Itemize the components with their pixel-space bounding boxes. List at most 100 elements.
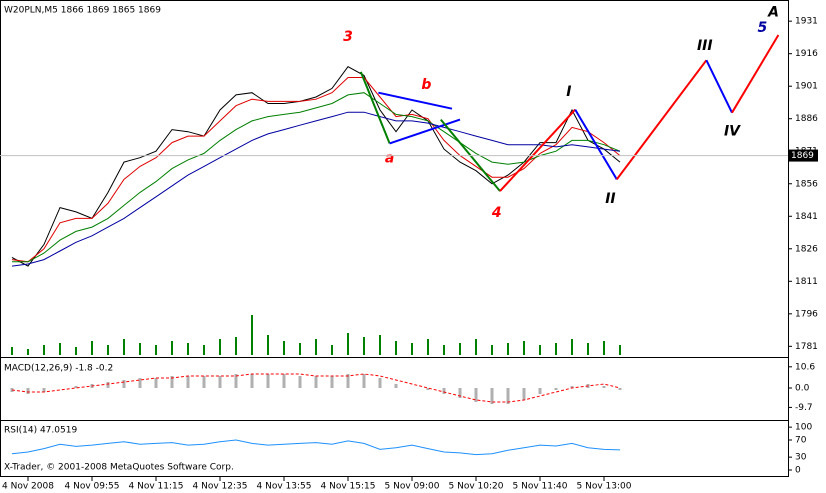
volume-bar — [155, 345, 157, 355]
volume-bar — [283, 341, 285, 355]
volume-bar — [379, 335, 381, 355]
histogram-bar — [522, 388, 526, 400]
histogram-bar — [186, 376, 190, 388]
wave-label: 3 — [343, 29, 353, 45]
x-tick-label: 5 Nov 13:00 — [577, 482, 632, 492]
histogram-bar — [538, 388, 542, 394]
y-tick-label: 1796 — [795, 309, 818, 319]
x-tick-label: 4 Nov 12:35 — [193, 482, 248, 492]
wave-label: I — [566, 84, 571, 100]
histogram-bar — [250, 374, 254, 388]
volume-bar — [571, 339, 573, 355]
chart-title: W20PLN,M5 1866 1869 1865 1869 — [4, 6, 161, 16]
wave-line — [378, 91, 453, 110]
x-tick-label: 5 Nov 11:40 — [513, 482, 568, 492]
volume-bar — [443, 345, 445, 355]
x-tick-label: 4 Nov 11:15 — [129, 482, 184, 492]
y-tick-label: 1931 — [795, 17, 818, 27]
histogram-bar — [570, 386, 574, 388]
histogram-bar — [154, 378, 158, 388]
volume-bar — [347, 333, 349, 355]
chart-frame — [0, 0, 789, 477]
volume-bar — [235, 337, 237, 355]
volume-bar — [171, 341, 173, 355]
series-line — [11, 439, 621, 456]
y-tick-label: 10.6 — [795, 362, 815, 372]
volume-bar — [251, 315, 253, 355]
histogram-bar — [106, 382, 110, 388]
volume-bar — [107, 345, 109, 355]
x-tick-label: 5 Nov 09:00 — [385, 482, 440, 492]
wave-label: IV — [724, 124, 741, 140]
histogram-bar — [394, 384, 398, 388]
volume-bar — [603, 341, 605, 355]
histogram-bar — [458, 388, 462, 398]
histogram-bar — [362, 374, 366, 388]
y-tick-label: 1826 — [795, 244, 818, 254]
wave-line — [499, 108, 576, 192]
histogram-bar — [138, 378, 142, 388]
y-tick-label: 1781 — [795, 342, 818, 352]
volume-bar — [363, 337, 365, 355]
volume-bar — [203, 345, 205, 355]
volume-bar — [331, 345, 333, 355]
y-tick-label: 1901 — [795, 82, 818, 92]
wave-line — [705, 59, 733, 114]
histogram-bar — [42, 388, 46, 392]
histogram-bar — [74, 386, 78, 388]
wave-line — [574, 109, 618, 180]
y-tick-label: 30 — [795, 453, 807, 463]
volume-bar — [475, 339, 477, 355]
x-tick-label: 4 Nov 09:55 — [65, 482, 120, 492]
histogram-bar — [26, 388, 30, 394]
histogram-bar — [442, 388, 446, 394]
histogram-bar — [218, 376, 222, 388]
y-tick-label: 1916 — [795, 49, 818, 59]
x-tick-label: 4 Nov 13:55 — [257, 482, 312, 492]
wave-label: 5 — [758, 20, 768, 36]
volume-bar — [411, 343, 413, 355]
macd-title: MACD(12,26,9) -1.8 -0.2 — [4, 364, 113, 374]
y-tick-label: 1841 — [795, 212, 818, 222]
histogram-bar — [298, 376, 302, 388]
x-tick-label: 4 Nov 15:15 — [321, 482, 376, 492]
wave-label: II — [605, 191, 615, 207]
series-line — [11, 373, 621, 403]
y-tick-label: 100 — [795, 423, 812, 433]
histogram-bar — [474, 388, 478, 402]
wave-line — [359, 71, 391, 144]
y-tick-label: 0 — [795, 466, 801, 476]
series-line — [11, 66, 621, 267]
histogram-bar — [122, 380, 126, 388]
volume-bar — [59, 343, 61, 355]
histogram-bar — [170, 376, 174, 388]
footer: X-Trader, © 2001-2008 MetaQuotes Softwar… — [4, 463, 234, 473]
volume-bar — [427, 339, 429, 355]
last-price-box — [788, 149, 818, 162]
histogram-bar — [602, 386, 606, 388]
histogram-bar — [346, 374, 350, 388]
volume-bar — [123, 339, 125, 355]
histogram-bar — [506, 388, 510, 404]
y-tick-label: 1856 — [795, 179, 818, 189]
series-line — [11, 111, 621, 267]
y-tick-label: 0.0 — [795, 384, 810, 394]
volume-bar — [91, 341, 93, 355]
histogram-bar — [330, 376, 334, 388]
histogram-bar — [202, 376, 206, 388]
wave-label: III — [697, 38, 713, 54]
histogram-bar — [266, 374, 270, 388]
volume-bar — [139, 343, 141, 355]
histogram-bar — [618, 388, 622, 390]
volume-bar — [187, 343, 189, 355]
histogram-bar — [314, 376, 318, 388]
histogram-bar — [282, 374, 286, 388]
y-tick-label: 1811 — [795, 277, 818, 287]
volume-bar — [395, 341, 397, 355]
volume-bar — [299, 343, 301, 355]
wave-label: 4 — [491, 205, 502, 221]
wave-label: b — [421, 77, 431, 93]
histogram-bar — [490, 388, 494, 404]
volume-bar — [507, 343, 509, 355]
wave-line — [389, 118, 461, 145]
